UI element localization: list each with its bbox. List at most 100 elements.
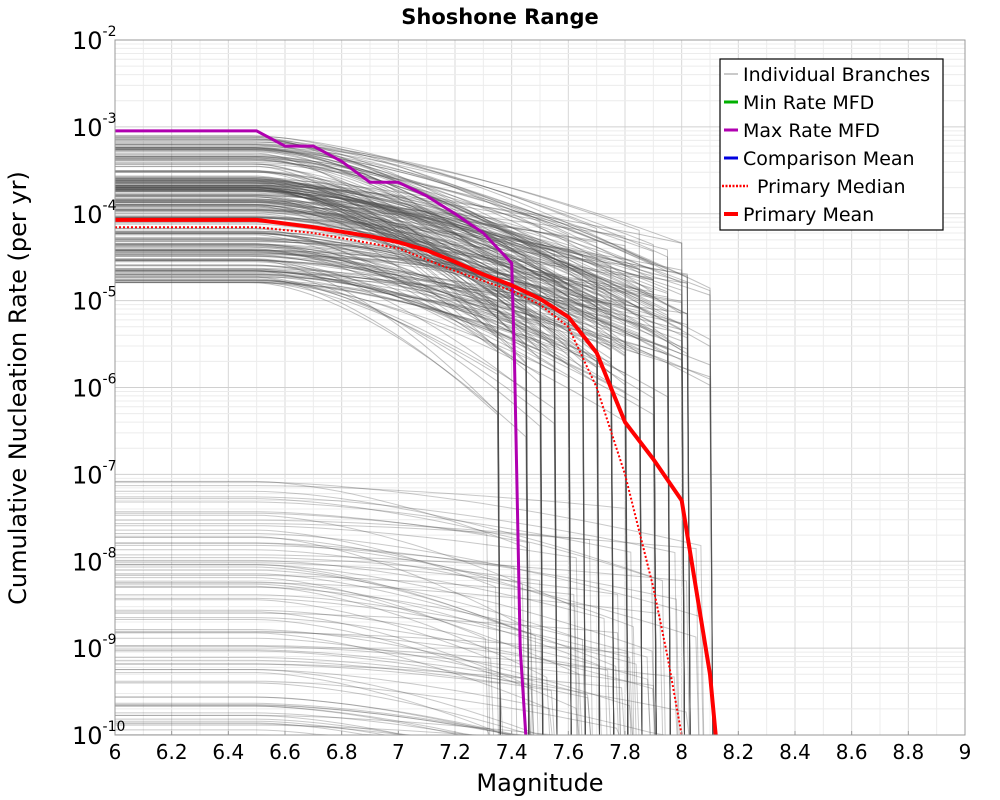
branch-line bbox=[115, 217, 629, 736]
branch-line bbox=[115, 188, 600, 736]
legend-label-4: Primary Median bbox=[757, 176, 906, 198]
branch-line bbox=[115, 195, 501, 736]
branch-line bbox=[115, 574, 578, 736]
branch-line bbox=[115, 246, 691, 736]
branch-line bbox=[115, 216, 615, 736]
branch-line bbox=[115, 150, 629, 736]
branch-line bbox=[115, 171, 544, 736]
branch-line bbox=[115, 672, 559, 736]
branch-line bbox=[115, 175, 558, 736]
x-tick-label: 7.2 bbox=[439, 740, 471, 764]
branch-line bbox=[115, 669, 614, 736]
y-tick-label: 10-4 bbox=[72, 198, 117, 229]
x-tick-label: 9 bbox=[959, 740, 972, 764]
legend-label-5: Primary Mean bbox=[743, 204, 874, 226]
branch-line bbox=[115, 536, 534, 736]
branch-line bbox=[115, 196, 615, 736]
branch-line bbox=[115, 179, 691, 736]
branch-line bbox=[115, 190, 586, 736]
chart-title: Shoshone Range bbox=[401, 5, 598, 29]
branch-line bbox=[115, 248, 530, 736]
branch-line bbox=[115, 511, 533, 736]
branch-line bbox=[115, 190, 544, 736]
y-tick-label: 10-9 bbox=[72, 632, 117, 663]
branch-line bbox=[115, 191, 629, 736]
branch-line bbox=[115, 155, 615, 736]
branch-line bbox=[115, 189, 691, 736]
branch-line bbox=[115, 663, 625, 736]
branch-line bbox=[115, 139, 643, 736]
branch-line bbox=[115, 170, 600, 736]
branch-line bbox=[115, 206, 629, 736]
branch-line bbox=[115, 198, 530, 736]
branch-line bbox=[115, 702, 490, 736]
branch-line bbox=[115, 187, 714, 736]
branch-line bbox=[115, 156, 657, 736]
branch-line bbox=[115, 146, 685, 736]
y-tick-label: 10-3 bbox=[72, 111, 117, 142]
branch-line bbox=[115, 233, 671, 736]
branch-line bbox=[115, 158, 691, 736]
branch-line bbox=[115, 195, 572, 736]
branch-line bbox=[115, 141, 671, 736]
branch-line bbox=[115, 232, 600, 736]
branch-line bbox=[115, 209, 657, 736]
branch-line bbox=[115, 179, 714, 736]
branch-line bbox=[115, 649, 532, 736]
y-ticks: 10-10 10-9 10-8 10-7 10-6 10-5 10-4 10-3 10-2 bbox=[72, 24, 125, 750]
branch-line bbox=[115, 630, 611, 736]
branch-line bbox=[115, 252, 615, 736]
branch-line bbox=[115, 188, 530, 736]
branch-line bbox=[115, 182, 530, 736]
branch-line bbox=[115, 276, 558, 736]
branch-line bbox=[115, 138, 558, 736]
branch-line bbox=[115, 184, 685, 736]
branch-line bbox=[115, 178, 544, 736]
branch-line bbox=[115, 201, 600, 736]
branch-line bbox=[115, 148, 600, 736]
branch-line bbox=[115, 554, 690, 736]
branch-line bbox=[115, 254, 572, 736]
x-tick-label: 6.2 bbox=[156, 740, 188, 764]
series-line-2 bbox=[115, 129, 528, 736]
branch-line bbox=[115, 205, 501, 736]
legend-label-2: Max Rate MFD bbox=[743, 120, 880, 142]
branch-line bbox=[115, 159, 657, 736]
branch-line bbox=[115, 171, 657, 736]
branch-line bbox=[115, 682, 583, 736]
x-tick-label: 6 bbox=[109, 740, 122, 764]
branch-line bbox=[115, 180, 629, 736]
branch-line bbox=[115, 280, 572, 736]
branch-line bbox=[115, 188, 643, 736]
branch-line bbox=[115, 275, 544, 736]
x-tick-label: 7.8 bbox=[609, 740, 641, 764]
branch-line bbox=[115, 147, 572, 736]
branch-line bbox=[115, 149, 714, 736]
branch-line bbox=[115, 216, 643, 736]
branch-line bbox=[115, 190, 643, 736]
branch-line bbox=[115, 200, 572, 736]
branch-line bbox=[115, 180, 501, 736]
branch-line bbox=[115, 232, 544, 736]
branch-line bbox=[115, 583, 583, 736]
legend-label-1: Min Rate MFD bbox=[743, 92, 874, 114]
branch-line bbox=[115, 204, 572, 736]
branch-line bbox=[115, 253, 685, 736]
branch-line bbox=[115, 260, 643, 736]
x-tick-label: 8 bbox=[675, 740, 688, 764]
branch-line bbox=[115, 704, 527, 736]
branch-line bbox=[115, 186, 501, 736]
x-tick-label: 8.6 bbox=[836, 740, 868, 764]
branch-line bbox=[115, 200, 629, 736]
branch-line bbox=[115, 149, 544, 736]
branch-line bbox=[115, 650, 592, 736]
branch-line bbox=[115, 138, 600, 736]
branch-line bbox=[115, 264, 657, 736]
branch-line bbox=[115, 249, 671, 736]
branch-line bbox=[115, 281, 501, 736]
branch-line bbox=[115, 232, 691, 736]
branch-line bbox=[115, 276, 501, 736]
branch-line bbox=[115, 202, 629, 736]
branch-line bbox=[115, 209, 657, 736]
y-tick-label: 10-5 bbox=[72, 285, 117, 316]
